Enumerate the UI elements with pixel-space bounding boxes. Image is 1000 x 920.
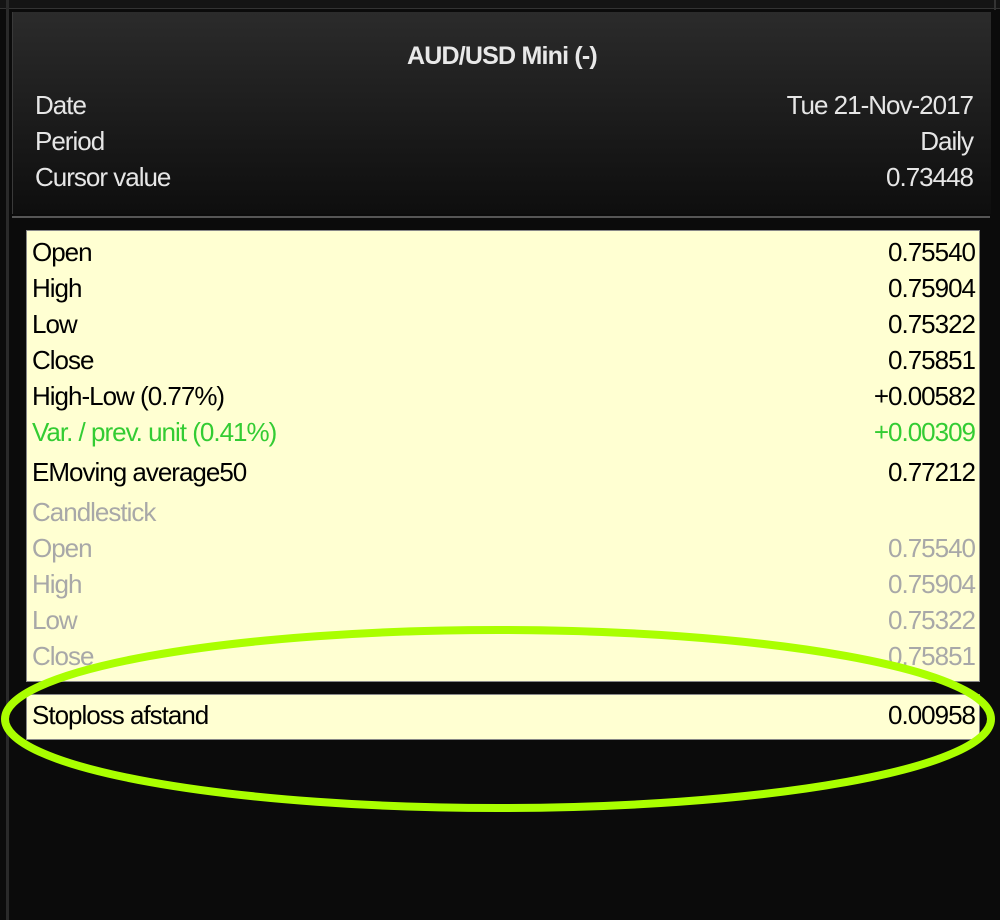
ohlc-panel: Open 0.75540 High 0.75904 Low 0.75322 Close… [26, 230, 980, 682]
row-value: 0.75904 [888, 273, 976, 303]
row-label: High [32, 273, 82, 303]
low-row: Low 0.75322 [32, 309, 976, 345]
row-label: Open [32, 533, 93, 563]
row-label: Low [32, 309, 78, 339]
row-value: 0.75540 [888, 533, 976, 563]
candle-open-row: Open 0.75540 [32, 533, 976, 569]
row-value: 0.75904 [888, 569, 976, 599]
close-row: Close 0.75851 [32, 345, 976, 381]
row-label: Date [35, 90, 87, 120]
row-label: Open [32, 237, 93, 267]
row-label: High-Low (0.77%) [32, 381, 225, 411]
row-value: Tue 21-Nov-2017 [786, 90, 974, 120]
row-value: 0.73448 [886, 162, 974, 192]
row-label: EMoving average50 [32, 457, 247, 487]
open-row: Open 0.75540 [32, 237, 976, 273]
period-row: Period Daily [35, 126, 974, 162]
row-label: Var. / prev. unit (0.41%) [32, 417, 277, 447]
left-border [6, 0, 9, 920]
row-label: Candlestick [32, 497, 156, 527]
row-label: Period [35, 126, 105, 156]
row-value: 0.75540 [888, 237, 976, 267]
info-header: AUD/USD Mini (-) Date Tue 21-Nov-2017 Per… [12, 12, 991, 214]
cursor-value-row: Cursor value 0.73448 [35, 162, 974, 198]
row-value: 0.77212 [888, 457, 976, 487]
stoploss-row: Stoploss afstand 0.00958 [32, 700, 976, 736]
row-value: 0.75322 [888, 605, 976, 635]
variation-row: Var. / prev. unit (0.41%) +0.00309 [32, 417, 976, 453]
row-value: +0.00309 [873, 417, 976, 447]
date-row: Date Tue 21-Nov-2017 [35, 90, 974, 126]
instrument-title: AUD/USD Mini (-) [407, 42, 598, 70]
row-value: +0.00582 [873, 381, 976, 411]
top-border [0, 0, 1000, 9]
row-label: Close [32, 345, 94, 375]
candlestick-heading: Candlestick [32, 497, 975, 533]
stoploss-panel: Stoploss afstand 0.00958 [26, 694, 980, 740]
row-value: 0.75851 [888, 345, 976, 375]
row-label: Low [32, 605, 78, 635]
row-value: 0.00958 [888, 700, 976, 730]
window-edge [994, 0, 996, 10]
divider [12, 216, 990, 218]
row-label: Close [32, 641, 94, 671]
row-label: Stoploss afstand [32, 700, 209, 730]
candle-close-row: Close 0.75851 [32, 641, 976, 677]
row-label: Cursor value [35, 162, 171, 192]
ema50-row: EMoving average50 0.77212 [32, 457, 976, 493]
candle-high-row: High 0.75904 [32, 569, 976, 605]
high-row: High 0.75904 [32, 273, 976, 309]
row-value: Daily [920, 126, 974, 156]
high-low-row: High-Low (0.77%) +0.00582 [32, 381, 976, 417]
row-label: High [32, 569, 82, 599]
row-value: 0.75322 [888, 309, 976, 339]
candle-low-row: Low 0.75322 [32, 605, 976, 641]
